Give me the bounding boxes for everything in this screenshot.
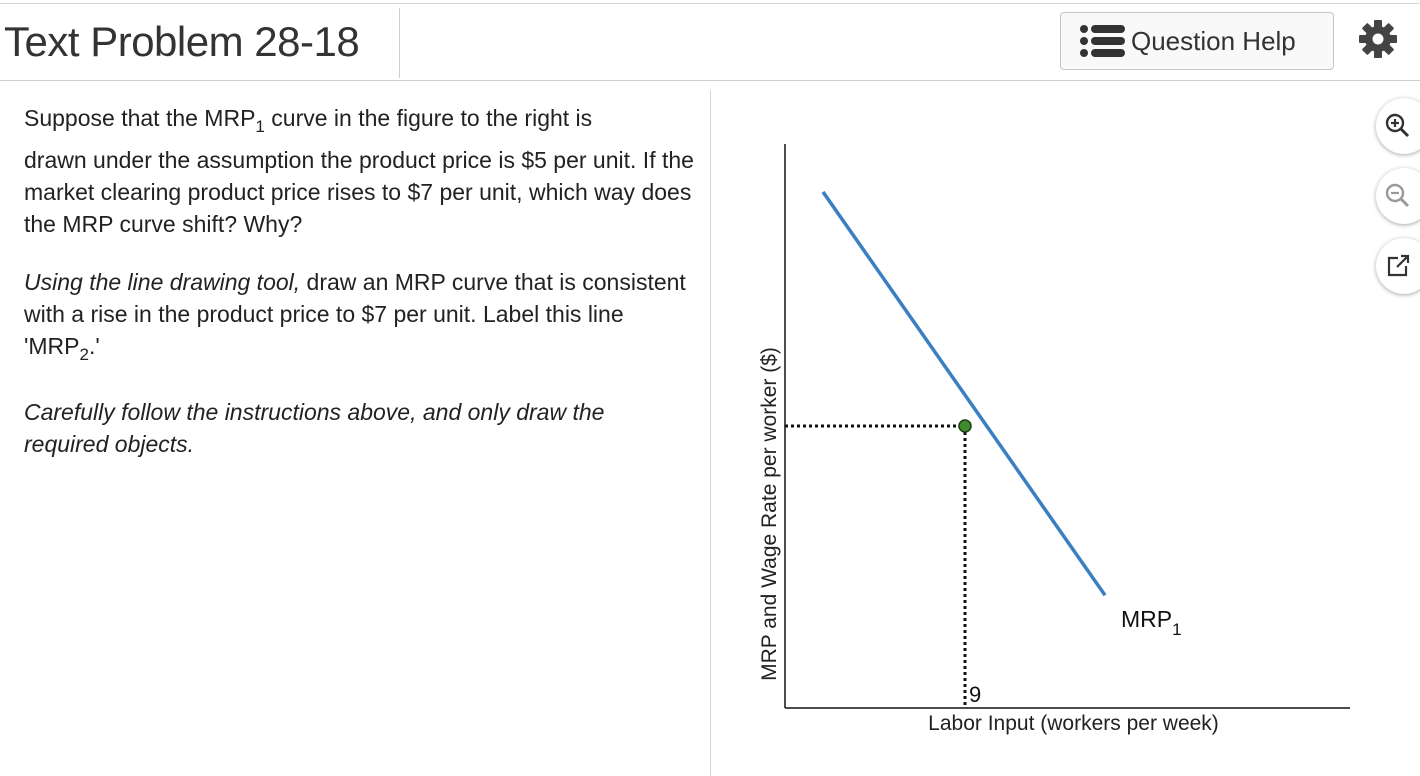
top-rule: [0, 3, 1420, 4]
p1-rest: drawn under the assumption the product p…: [24, 147, 694, 237]
question-help-label: Question Help: [1131, 25, 1296, 56]
title-divider: [399, 8, 400, 78]
x-axis-label: Labor Input (workers per week): [928, 712, 1219, 735]
p1-after: curve in the figure to the right is: [264, 105, 593, 131]
zoom-out-icon: [1385, 183, 1410, 208]
popout-icon: [1387, 254, 1410, 277]
p2-subscript: 2: [79, 345, 89, 364]
mrp1-curve: [821, 190, 1107, 597]
mrp1-label: MRP1: [1121, 606, 1182, 639]
zoom-out-button[interactable]: [1376, 168, 1420, 224]
header-rule: [0, 80, 1420, 81]
question-paragraph-3: Carefully follow the instructions above,…: [24, 396, 694, 460]
p2-italic: Using the line drawing tool,: [24, 269, 301, 295]
question-paragraph-1: Suppose that the MRP1 curve in the figur…: [24, 102, 694, 240]
p2-text: draw an MRP curve that is consistent wit…: [24, 269, 686, 359]
y-axis-label: MRP and Wage Rate per worker ($): [758, 347, 781, 681]
x-tick-label-9: 9: [969, 682, 981, 707]
p1-before: Suppose that the MRP: [24, 105, 256, 131]
p3-italic: Carefully follow the instructions above,…: [24, 399, 605, 457]
mrp1-label-main: MRP: [1121, 606, 1172, 632]
popout-button[interactable]: [1376, 238, 1420, 294]
question-paragraph-2: Using the line drawing tool, draw an MRP…: [24, 266, 694, 364]
equilibrium-point: [958, 419, 972, 433]
p1-subscript: 1: [255, 117, 265, 136]
gear-icon[interactable]: [1358, 19, 1398, 59]
zoom-in-button[interactable]: [1376, 98, 1420, 154]
page-title: Text Problem 28-18: [4, 18, 360, 65]
question-help-button[interactable]: Question Help: [1060, 12, 1334, 70]
content-divider: [710, 90, 711, 776]
list-icon: [1080, 25, 1125, 57]
mrp1-label-sub: 1: [1172, 620, 1181, 639]
zoom-in-icon: [1385, 113, 1410, 138]
mrp-chart[interactable]: MRP1 9 Labor Input (workers per week) MRP a…: [740, 130, 1360, 742]
p2-end: .': [88, 333, 100, 359]
